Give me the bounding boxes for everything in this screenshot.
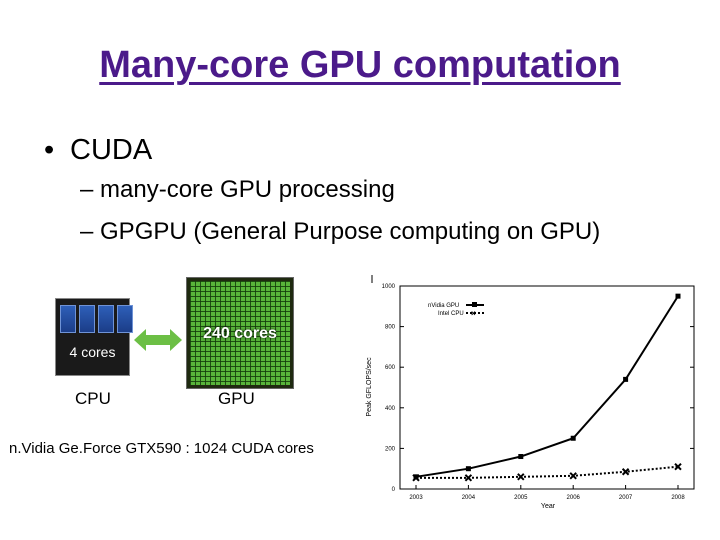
cpu-cores [60, 305, 133, 333]
y-tick-label: 400 [385, 406, 396, 412]
y-tick-label: 0 [392, 487, 396, 493]
y-tick-label: 600 [385, 365, 396, 371]
bullet-cuda: • CUDA [44, 134, 152, 167]
legend-gpu-label: nVidia GPU [428, 303, 459, 309]
legend-cpu-marker: × [471, 309, 476, 318]
chart-legend: nVidia GPU Intel CPU × [428, 302, 484, 318]
series-line-cpu [416, 465, 679, 479]
gpu-core-grid [190, 281, 290, 385]
cpu-core [79, 305, 95, 333]
x-tick-label: 2003 [409, 495, 423, 501]
bullet-text: CUDA [70, 134, 153, 166]
x-tick-label: 2006 [567, 495, 581, 501]
double-arrow-icon [134, 329, 182, 351]
subbullet-gpgpu: – GPGPU (General Purpose computing on GP… [80, 218, 601, 245]
data-point-cpu [464, 474, 473, 482]
cpu-caption: CPU [75, 389, 111, 408]
x-tick-label: 2004 [462, 495, 476, 501]
data-point-gpu [623, 376, 629, 382]
data-point-gpu [570, 435, 576, 441]
y-tick-label: 200 [385, 446, 396, 452]
gpu-caption: GPU [218, 389, 255, 408]
series-line-gpu [415, 295, 679, 478]
cpu-core [60, 305, 76, 333]
y-axis-label: Peak GFLOPS/sec [366, 357, 373, 417]
bullet-dot-icon: • [44, 134, 55, 166]
x-tick-label: 2007 [619, 495, 633, 501]
legend-cpu-label: Intel CPU [438, 311, 464, 317]
y-tick-label: 800 [385, 325, 396, 331]
data-point-gpu [518, 454, 524, 460]
cpu-chip-label: 4 cores [69, 344, 116, 360]
gpu-chip-image: 240 cores [186, 277, 294, 389]
data-point-cpu [621, 468, 630, 476]
gpu-model-note: n.Vidia Ge.Force GTX590 : 1024 CUDA core… [9, 440, 314, 457]
gpu-chip-label: 240 cores [203, 325, 277, 342]
data-point-cpu [569, 472, 577, 480]
slide-title: Many-core GPU computation [99, 44, 621, 86]
data-point-gpu [465, 466, 471, 472]
x-tick-label: 2005 [514, 495, 528, 501]
x-axis-label: Year [541, 503, 556, 510]
legend-gpu-marker [472, 302, 477, 307]
cpu-core [98, 305, 114, 333]
y-tick-label: 1000 [382, 284, 396, 290]
plot-frame [399, 285, 695, 490]
data-point-gpu [675, 293, 681, 299]
gflops-chart: Peak GFLOPS/sec Year nVidia GPU Intel CP… [366, 275, 695, 510]
data-point-cpu [517, 473, 525, 481]
subbullet-many-core: – many-core GPU processing [80, 176, 395, 203]
data-point-cpu [412, 474, 420, 482]
cpu-chip-image: 4 cores [55, 298, 133, 376]
x-tick-label: 2008 [671, 495, 685, 501]
data-point-cpu [674, 462, 682, 471]
cpu-core [117, 305, 133, 333]
